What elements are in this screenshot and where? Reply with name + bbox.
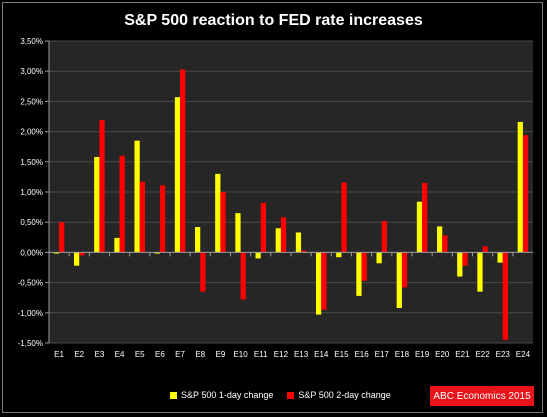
- x-tick-label: E24: [516, 350, 531, 359]
- x-tick-label: E4: [115, 350, 125, 359]
- bar-2day: [462, 252, 468, 266]
- bar-2day: [381, 220, 387, 253]
- bar-2day: [79, 252, 85, 256]
- bar-2day: [99, 120, 105, 253]
- x-tick-label: E21: [455, 350, 470, 359]
- bar-1day: [376, 252, 382, 264]
- x-tick-label: E10: [233, 350, 248, 359]
- bar-2day: [321, 252, 327, 310]
- bar-2day: [159, 185, 166, 253]
- x-tick-label: E14: [314, 350, 329, 359]
- x-tick-label: E23: [496, 350, 511, 359]
- bar-1day: [517, 121, 523, 253]
- legend-item-2day: S&P 500 2-day change: [287, 390, 391, 400]
- bar-2day: [301, 250, 307, 253]
- bar-2day: [341, 182, 347, 253]
- bar-2day: [522, 135, 529, 253]
- x-tick-label: E1: [54, 350, 64, 359]
- x-tick-label: E8: [195, 350, 205, 359]
- x-tick-label: E16: [354, 350, 369, 359]
- bar-1day: [215, 173, 221, 253]
- x-tick-label: E7: [175, 350, 185, 359]
- bar-2day: [200, 252, 206, 292]
- y-tick-label: 1,50%: [20, 158, 43, 167]
- y-tick-label: 2,50%: [20, 97, 43, 106]
- x-tick-label: E3: [95, 350, 105, 359]
- bar-1day: [255, 252, 261, 259]
- bar-2day: [240, 252, 246, 300]
- bar-2day: [482, 246, 488, 253]
- bar-1day: [154, 252, 160, 254]
- bar-1day: [53, 252, 60, 254]
- bar-1day: [497, 252, 503, 263]
- bar-1day: [174, 97, 181, 253]
- bar-2day: [119, 155, 125, 253]
- x-tick-label: E11: [254, 350, 268, 359]
- bar-1day: [94, 156, 100, 253]
- legend-swatch-2day: [287, 391, 295, 399]
- legend-item-1day: S&P 500 1-day change: [170, 390, 273, 400]
- bar-2day: [260, 202, 266, 253]
- bar-1day: [235, 213, 241, 253]
- bar-1day: [437, 226, 443, 253]
- bar-2day: [502, 252, 508, 340]
- bar-1day: [316, 252, 322, 315]
- bar-1day: [134, 140, 140, 253]
- y-tick-label: 1,00%: [20, 188, 43, 197]
- source-badge: ABC Economics 2015: [430, 386, 534, 406]
- x-tick-label: E22: [475, 350, 490, 359]
- y-tick-label: 3,00%: [20, 67, 43, 76]
- bar-1day: [477, 252, 483, 292]
- y-tick-label: 2,00%: [20, 128, 43, 137]
- legend-label-2day: S&P 500 2-day change: [298, 390, 391, 400]
- bar-1day: [114, 237, 120, 253]
- bar-1day: [295, 232, 302, 253]
- bar-1day: [336, 252, 342, 258]
- bar-1day: [356, 252, 362, 296]
- legend-swatch-1day: [170, 391, 177, 399]
- y-tick-label: 0,50%: [20, 218, 43, 227]
- x-tick-label: E15: [334, 350, 349, 359]
- legend: S&P 500 1-day change S&P 500 2-day chang…: [170, 390, 405, 400]
- x-tick-label: E13: [294, 350, 309, 359]
- x-tick-label: E18: [395, 350, 410, 359]
- bar-1day: [457, 252, 463, 277]
- bar-1day: [275, 228, 281, 253]
- y-tick-label: -1,00%: [18, 309, 43, 318]
- bar-2day: [422, 182, 428, 253]
- legend-label-1day: S&P 500 1-day change: [181, 390, 274, 400]
- bar-1day: [396, 252, 402, 308]
- bar-1day: [416, 201, 423, 253]
- bar-1day: [74, 252, 80, 266]
- bar-2day: [442, 235, 448, 253]
- x-tick-label: E20: [435, 350, 450, 359]
- y-tick-label: 3,50%: [20, 37, 43, 46]
- bar-2day: [220, 192, 226, 253]
- x-tick-label: E19: [415, 350, 430, 359]
- x-tick-label: E17: [375, 350, 390, 359]
- x-tick-label: E5: [135, 350, 145, 359]
- x-tick-label: E12: [274, 350, 289, 359]
- x-tick-label: E2: [74, 350, 84, 359]
- bar-2day: [59, 222, 65, 253]
- bar-2day: [139, 181, 145, 253]
- y-tick-label: -0,50%: [18, 279, 43, 288]
- x-tick-label: E6: [155, 350, 165, 359]
- bar-2day: [401, 252, 408, 288]
- y-tick-label: -1,50%: [18, 339, 43, 348]
- y-tick-label: 0,00%: [20, 248, 43, 257]
- x-tick-label: E9: [216, 350, 226, 359]
- bar-2day: [280, 217, 287, 253]
- bar-1day: [195, 227, 201, 253]
- bar-2day: [361, 252, 367, 281]
- chart-title: S&P 500 reaction to FED rate increases: [124, 12, 423, 29]
- bar-2day: [180, 69, 186, 253]
